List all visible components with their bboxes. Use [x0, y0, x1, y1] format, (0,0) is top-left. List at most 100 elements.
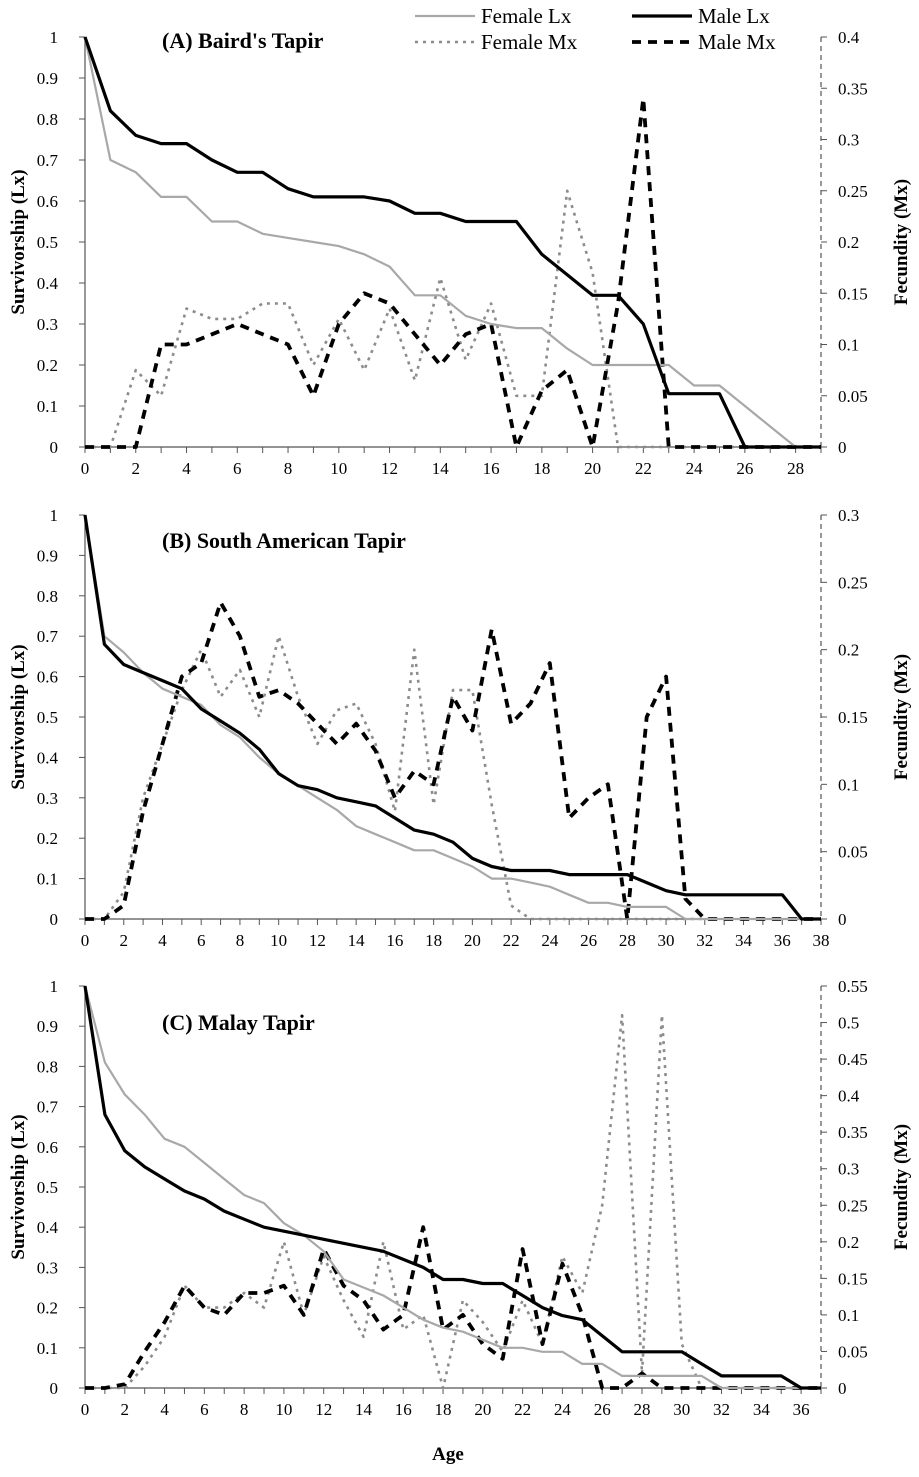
x-tick-label: 18 [425, 931, 442, 950]
y-tick-label: 0.8 [37, 110, 58, 129]
y-tick-label: 0.3 [37, 789, 58, 808]
y2-tick-label: 0.2 [838, 641, 859, 660]
x-tick-label: 14 [432, 459, 450, 478]
x-tick-label: 4 [160, 1400, 169, 1419]
y-tick-label: 0 [50, 1379, 59, 1398]
y-tick-label: 0.1 [37, 397, 58, 416]
legend-label: Male Lx [698, 4, 770, 28]
y-tick-label: 0 [50, 910, 59, 929]
x-tick-label: 28 [619, 931, 636, 950]
y-tick-label: 0.9 [37, 69, 58, 88]
legend-label: Female Lx [481, 4, 572, 28]
x-tick-label: 2 [119, 931, 128, 950]
y2-tick-label: 0.4 [838, 1087, 860, 1106]
y-tick-label: 0 [50, 438, 59, 457]
y2-tick-label: 0.2 [838, 233, 859, 252]
x-tick-label: 2 [132, 459, 141, 478]
x-tick-label: 36 [774, 931, 791, 950]
series-line-male-lx [83, 36, 821, 449]
y2-tick-label: 0.4 [838, 28, 860, 47]
y-tick-label: 0.7 [37, 151, 59, 170]
y-axis-title: Survivorship (Lx) [8, 169, 29, 314]
x-tick-label: 10 [275, 1400, 292, 1419]
x-tick-label: 16 [483, 459, 500, 478]
x-tick-label: 30 [658, 931, 675, 950]
x-tick-label: 20 [464, 931, 481, 950]
series-line-female-lx [83, 514, 821, 921]
x-tick-label: 12 [309, 931, 326, 950]
y2-tick-label: 0 [838, 910, 847, 929]
y2-tick-label: 0.45 [838, 1050, 868, 1069]
y2-tick-label: 0.15 [838, 1269, 868, 1288]
x-tick-label: 4 [182, 459, 191, 478]
y-tick-label: 0.5 [37, 1178, 58, 1197]
y2-axis-title: Fecundity (Mx) [891, 1124, 912, 1250]
series-line-female-mx [85, 189, 821, 449]
x-tick-label: 6 [200, 1400, 209, 1419]
legend: Female Lx Male Lx Female Mx Male Mx [415, 4, 776, 54]
x-tick-label: 8 [284, 459, 293, 478]
x-tick-label: 0 [81, 459, 90, 478]
x-tick-label: 10 [330, 459, 347, 478]
y-tick-label: 0.6 [37, 1138, 58, 1157]
y-tick-label: 0.8 [37, 587, 58, 606]
y-tick-label: 0.5 [37, 708, 58, 727]
y2-tick-label: 0.55 [838, 977, 868, 996]
y2-tick-label: 0.15 [838, 708, 868, 727]
x-tick-label: 24 [541, 931, 559, 950]
y-tick-label: 1 [50, 977, 59, 996]
y-tick-label: 0.9 [37, 546, 58, 565]
x-tick-label: 8 [240, 1400, 249, 1419]
y-tick-label: 0.4 [37, 1218, 59, 1237]
x-tick-label: 6 [233, 459, 242, 478]
y2-tick-label: 0 [838, 1379, 847, 1398]
panel-title: (C) Malay Tapir [162, 1010, 315, 1035]
series-line-female-lx [83, 36, 821, 449]
x-tick-label: 36 [793, 1400, 810, 1419]
y-tick-label: 0.3 [37, 1258, 58, 1277]
x-tick-label: 12 [315, 1400, 332, 1419]
y2-tick-label: 0.2 [838, 1233, 859, 1252]
legend-label: Male Mx [698, 30, 776, 54]
y-tick-label: 1 [50, 28, 59, 47]
x-tick-label: 32 [696, 931, 713, 950]
x-tick-label: 20 [474, 1400, 491, 1419]
x-tick-label: 22 [514, 1400, 531, 1419]
x-tick-label: 0 [81, 1400, 90, 1419]
panel-2: 00.10.20.30.40.50.60.70.80.9100.050.10.1… [8, 506, 912, 950]
x-tick-label: 28 [633, 1400, 650, 1419]
y2-axis-title: Fecundity (Mx) [891, 654, 912, 780]
x-tick-label: 6 [197, 931, 206, 950]
y-tick-label: 0.3 [37, 315, 58, 334]
series-line-male-mx [85, 1225, 821, 1390]
y-axis-title: Survivorship (Lx) [8, 1114, 29, 1259]
y-tick-label: 0.1 [37, 1339, 58, 1358]
y-tick-label: 0.8 [37, 1057, 58, 1076]
series-line-male-lx [83, 985, 821, 1390]
y-tick-label: 0.2 [37, 1299, 58, 1318]
x-tick-label: 26 [736, 459, 753, 478]
panel-1: 00.10.20.30.40.50.60.70.80.9100.050.10.1… [8, 28, 912, 478]
y2-tick-label: 0.25 [838, 182, 868, 201]
y2-tick-label: 0.3 [838, 1160, 859, 1179]
y-tick-label: 0.4 [37, 748, 59, 767]
x-tick-label: 26 [594, 1400, 611, 1419]
y2-tick-label: 0.1 [838, 336, 859, 355]
y-tick-label: 0.7 [37, 627, 59, 646]
y2-tick-label: 0.05 [838, 843, 868, 862]
x-tick-label: 10 [270, 931, 287, 950]
y-tick-label: 0.1 [37, 870, 58, 889]
x-tick-label: 0 [81, 931, 90, 950]
x-tick-label: 24 [686, 459, 704, 478]
x-tick-label: 34 [753, 1400, 771, 1419]
x-tick-label: 14 [348, 931, 366, 950]
x-tick-label: 20 [584, 459, 601, 478]
x-tick-label: 26 [580, 931, 597, 950]
x-tick-label: 34 [735, 931, 753, 950]
x-tick-label: 32 [713, 1400, 730, 1419]
series-line-male-lx [83, 514, 821, 921]
y-tick-label: 0.6 [37, 192, 58, 211]
x-tick-label: 2 [121, 1400, 130, 1419]
